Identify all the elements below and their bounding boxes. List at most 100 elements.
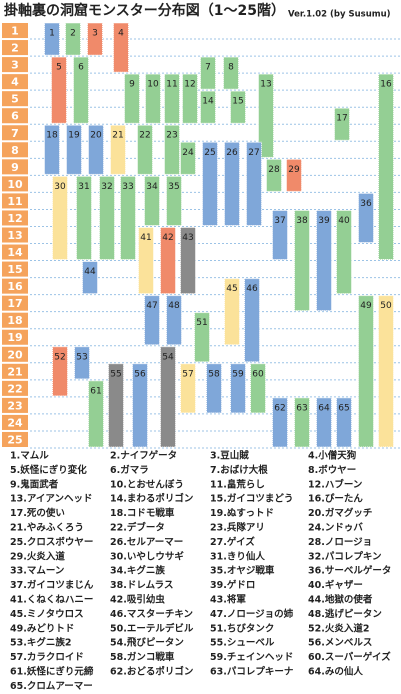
title: 掛軸裏の洞窟モンスター分布図（1～25階） [4,2,285,19]
monster-number: 61 [90,386,101,396]
monster-number: 4 [118,29,124,39]
monster-number: 50 [380,301,392,311]
legend-entry: 15.ガイコツまどう [210,493,293,505]
floor-label: 5 [11,93,19,106]
monster-bar [266,158,282,192]
monster-bar [160,226,176,295]
monster-bar [250,363,266,414]
monster-number: 21 [112,131,123,141]
floor-label: 12 [7,212,22,225]
legend-entry: 50.エーテルデビル [110,622,194,634]
monster-number: 19 [68,131,80,141]
monster-number: 12 [184,80,195,90]
monster-number: 8 [228,63,234,73]
monster-number: 65 [338,403,349,413]
monster-number: 16 [380,80,392,90]
monster-number: 6 [78,63,84,73]
floor-box [2,329,28,345]
floor-label: 19 [7,331,22,344]
monster-bar [164,73,180,124]
legend-entry: 46.マスターチキン [110,608,193,620]
floor-label: 23 [7,399,22,412]
monster-bar [52,175,68,261]
monster-number: 29 [288,165,300,175]
legend-entry: 61.妖怪にぎり元締 [10,666,94,678]
floor-box [2,159,28,175]
monster-bar [286,158,302,192]
monster-number: 52 [54,352,65,362]
monster-bar [223,56,239,90]
floor-label: 3 [11,59,19,72]
monster-number: 30 [54,182,66,192]
monster-bar [166,175,182,226]
monster-number: 44 [84,267,96,277]
legend-entry: 47.ノロージョの姉 [210,608,294,620]
legend-entry: 2.ナイフゲータ [110,450,177,462]
monster-number: 41 [140,233,151,243]
monster-number: 43 [182,233,193,243]
floor-box [2,108,28,124]
monster-bar [110,124,126,175]
floor-box [2,74,28,90]
legend-entry: 6.ガマラ [110,464,149,476]
monster-bar [358,295,374,448]
legend-entry: 4.小僧天狗 [308,450,357,462]
monster-number: 32 [101,182,112,192]
floor-box [2,295,28,311]
monster-bar [144,175,160,226]
floor-label: 14 [7,246,23,259]
monster-number: 54 [162,352,174,362]
monster-bar [82,261,98,295]
floor-label: 4 [11,76,19,89]
monster-bar [294,397,310,448]
monster-bar [144,295,160,346]
monster-number: 10 [147,80,159,90]
legend-entry: 31.きり仙人 [210,550,265,562]
monster-number: 9 [129,80,135,90]
monster-bar [378,73,394,261]
legend-entry: 45.ミノタウロス [10,608,84,620]
monster-bar [44,124,60,175]
legend-entry: 36.サーベルゲータ [308,565,391,577]
legend-entry: 5.妖怪にぎり変化 [10,464,87,476]
floor-label: 25 [7,433,22,446]
monster-bar [180,363,196,414]
floor-box [2,312,28,328]
monster-bar [137,124,153,175]
floor-label: 8 [11,144,19,157]
legend-entry: 17.死の使い [10,507,65,519]
monster-bar [200,56,216,90]
legend-entry: 35.オヤジ戦車 [210,565,275,577]
legend-entry: 48.逃げピータン [308,608,382,620]
monster-number: 63 [296,403,307,413]
floor-box [2,261,28,277]
monster-bar [51,56,67,124]
monster-bar [294,209,310,312]
floor-box [2,40,28,56]
monster-bar [145,73,161,124]
legend-entry: 27.ゲイズ [210,536,255,548]
legend-entry: 19.ぬすっトド [210,508,274,519]
monster-number: 47 [146,301,157,311]
legend-entry: 16.ぴーたん [308,493,363,505]
legend-entry: 28.ノロージョ [308,537,372,548]
monster-number: 64 [318,403,330,413]
legend-entry: 10.とおせんぼう [110,478,184,490]
legend-entry: 1.マムル [10,451,49,462]
monster-bar [108,363,124,448]
legend-entry: 51.ちびタンク [210,622,274,634]
floor-label: 16 [7,280,23,293]
monster-bar [272,397,288,448]
legend-entry: 9.鬼面武者 [10,478,59,490]
legend-entry: 60.スーパーゲイズ [308,651,391,663]
floor-box [2,380,28,396]
monster-number: 56 [134,369,146,379]
monster-number: 45 [226,284,237,294]
monster-bar [378,295,394,448]
floor-label: 22 [7,382,22,395]
legend-entry: 62.おどるポリゴン [110,666,193,678]
monster-number: 62 [274,403,285,413]
monster-number: 2 [70,29,76,39]
monster-number: 38 [296,216,308,226]
floor-box [2,431,28,447]
